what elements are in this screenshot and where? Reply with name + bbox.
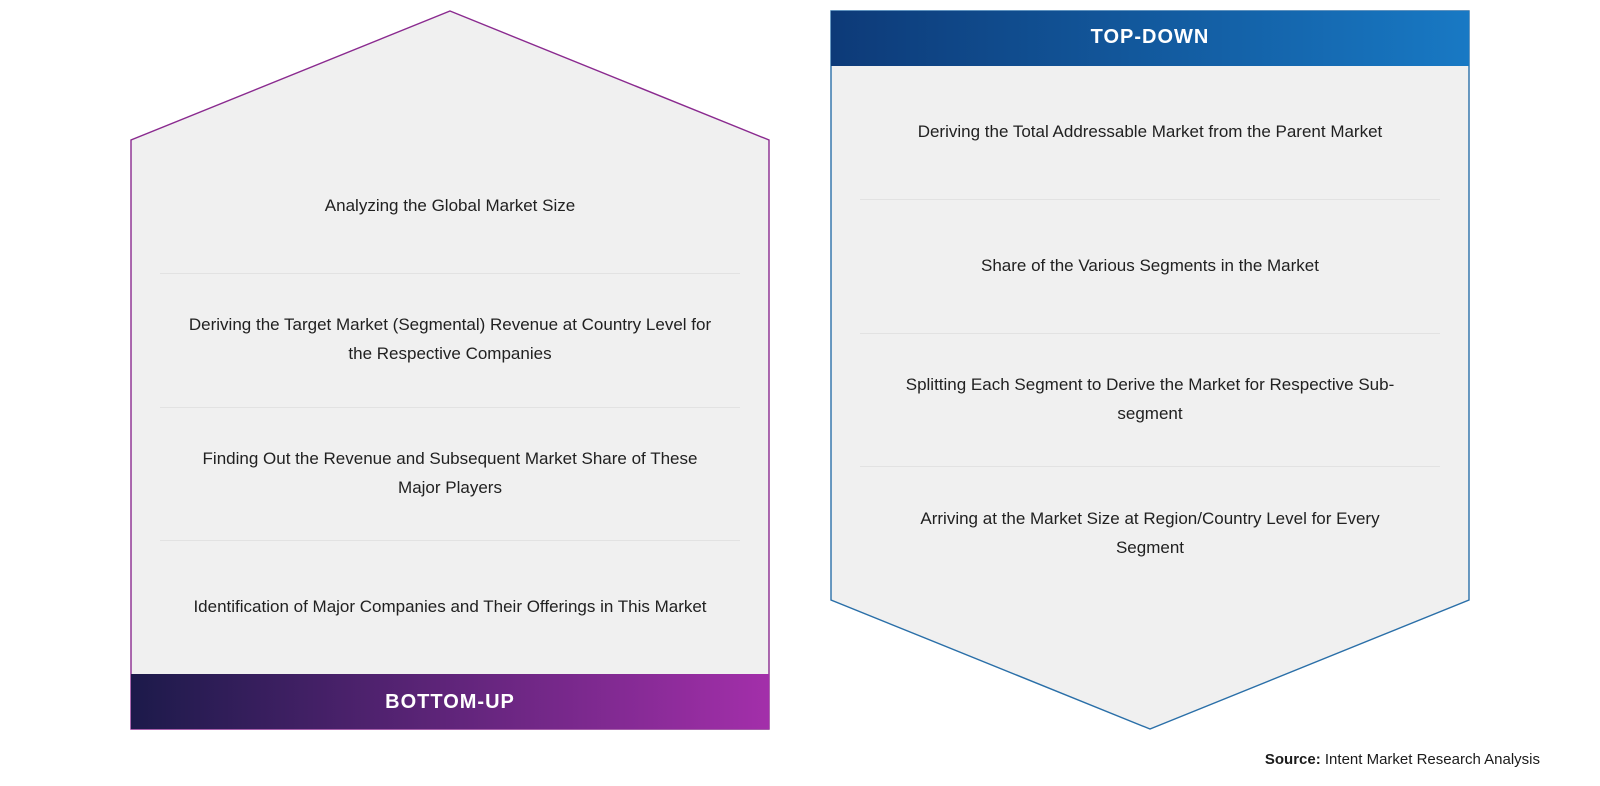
list-item: Arriving at the Market Size at Region/Co… (860, 466, 1440, 600)
list-item: Analyzing the Global Market Size (160, 140, 740, 273)
bottom-up-panel: BOTTOM-UP Analyzing the Global Market Si… (130, 10, 770, 730)
source-attribution: Source: Intent Market Research Analysis (1265, 751, 1540, 768)
list-item: Identification of Major Companies and Th… (160, 540, 740, 674)
top-down-panel: TOP-DOWN Deriving the Total Addressable … (830, 10, 1470, 730)
top-down-items: Deriving the Total Addressable Market fr… (860, 66, 1440, 600)
bottom-up-title: BOTTOM-UP (130, 675, 770, 730)
source-label: Source: (1265, 751, 1321, 768)
bottom-up-title-text: BOTTOM-UP (385, 691, 515, 714)
list-item: Deriving the Total Addressable Market fr… (860, 66, 1440, 199)
list-item: Deriving the Target Market (Segmental) R… (160, 273, 740, 407)
bottom-up-items: Analyzing the Global Market Size Derivin… (160, 140, 740, 674)
top-down-title: TOP-DOWN (830, 10, 1470, 65)
list-item: Splitting Each Segment to Derive the Mar… (860, 333, 1440, 467)
top-down-title-text: TOP-DOWN (1091, 26, 1210, 49)
source-text: Intent Market Research Analysis (1325, 751, 1540, 768)
list-item: Share of the Various Segments in the Mar… (860, 199, 1440, 333)
list-item: Finding Out the Revenue and Subsequent M… (160, 407, 740, 541)
